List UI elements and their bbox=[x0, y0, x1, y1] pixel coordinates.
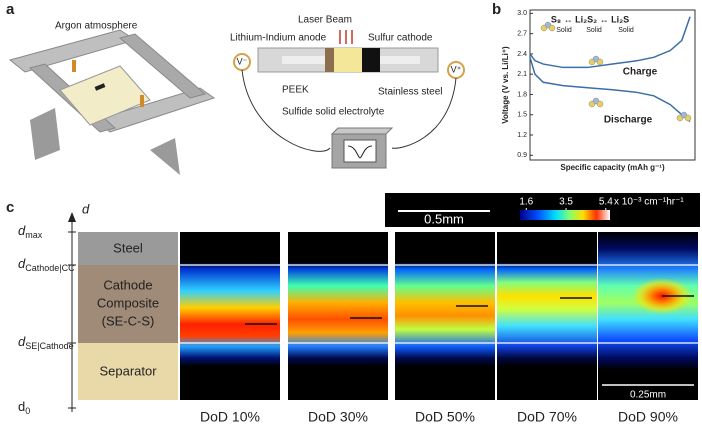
panel-label: b bbox=[492, 1, 501, 18]
layer-label: Cathode bbox=[103, 277, 152, 292]
heat-map bbox=[395, 232, 495, 400]
panel-label: a bbox=[6, 1, 15, 18]
series-line bbox=[529, 16, 691, 69]
dod-label: DoD 90% bbox=[618, 409, 678, 425]
legend-label: Discharge bbox=[604, 115, 653, 126]
annotation: V⁺ bbox=[451, 64, 462, 74]
apparatus bbox=[8, 29, 216, 175]
dod-label: DoD 50% bbox=[415, 409, 475, 425]
colorbar-tick-label: 1.6 bbox=[519, 197, 533, 208]
layer-label: Steel bbox=[113, 240, 143, 255]
depth-label: dCathode|CC bbox=[18, 256, 75, 273]
depth-symbol: d bbox=[18, 334, 26, 349]
annotation: PEEK bbox=[282, 85, 309, 96]
depth-label: d0 bbox=[18, 399, 30, 416]
depth-label: dmax bbox=[18, 223, 43, 240]
annotation: V⁻ bbox=[237, 56, 248, 66]
x-axis-label: Specific capacity (mAh g⁻¹) bbox=[560, 163, 665, 172]
phase: Solid bbox=[586, 27, 602, 34]
axis-label: d bbox=[82, 201, 90, 216]
depth-label: dSE|Cathode bbox=[18, 334, 74, 351]
layer-label: Separator bbox=[99, 363, 157, 378]
y-tick-label: 0.9 bbox=[517, 152, 527, 159]
colorbar bbox=[520, 210, 610, 220]
layer-label: (SE-C-S) bbox=[102, 313, 155, 328]
depth-symbol: d bbox=[18, 399, 25, 414]
series-line bbox=[529, 57, 691, 123]
molecule-icon bbox=[596, 58, 604, 66]
heat-map bbox=[497, 232, 597, 400]
y-tick-label: 1.2 bbox=[517, 132, 527, 139]
layer-steel bbox=[78, 232, 178, 265]
depth-subscript: SE|Cathode bbox=[25, 341, 73, 351]
panel-label: c bbox=[6, 199, 14, 216]
plot-frame bbox=[529, 9, 696, 161]
layer-separator bbox=[78, 343, 178, 400]
reaction: S₈ ↔ Li₂S₂ ↔ Li₂S bbox=[551, 14, 629, 24]
y-axis-label: Voltage (V vs. Li/Li⁺) bbox=[501, 46, 510, 124]
y-tick-label: 2.1 bbox=[517, 71, 527, 78]
scale-label: 0.5mm bbox=[424, 211, 464, 226]
y-tick-label: 3.0 bbox=[517, 10, 527, 17]
dod-label: DoD 10% bbox=[200, 409, 260, 425]
layer-label: Composite bbox=[97, 295, 159, 310]
depth-subscript: Cathode|CC bbox=[25, 263, 75, 273]
heat-map bbox=[180, 232, 280, 400]
heat-map bbox=[598, 232, 698, 400]
depth-subscript: 0 bbox=[25, 406, 30, 416]
depth-subscript: max bbox=[25, 230, 43, 240]
colorbar-tick-label: 3.5 bbox=[559, 197, 573, 208]
dod-label: DoD 30% bbox=[308, 409, 368, 425]
y-tick-label: 2.4 bbox=[517, 51, 527, 58]
depth-symbol: d bbox=[18, 256, 26, 271]
phase: Solid bbox=[556, 27, 572, 34]
colorbar-unit: x 10⁻³ cm⁻¹hr⁻¹ bbox=[614, 197, 684, 208]
annotation: Stainless steel bbox=[378, 87, 442, 98]
y-tick-label: 2.7 bbox=[517, 30, 527, 37]
phase: Solid bbox=[618, 27, 634, 34]
cell bbox=[233, 30, 465, 169]
scale-label: 0.25mm bbox=[630, 390, 666, 401]
molecule-icon bbox=[684, 114, 692, 122]
y-tick-label: 1.8 bbox=[517, 91, 527, 98]
axis-arrow bbox=[68, 212, 76, 412]
y-tick-label: 1.5 bbox=[517, 112, 527, 119]
dod-label: DoD 70% bbox=[517, 409, 577, 425]
layer-cathode bbox=[78, 265, 178, 343]
annotation: Argon atmosphere bbox=[55, 21, 138, 32]
voltage-chart: 0.9 1.2 1.5 1.8 2.1 2.4 2.7 3.0 Voltage (V vs. L… bbox=[501, 9, 696, 172]
annotation: Sulfide solid electrolyte bbox=[282, 107, 385, 118]
molecule-icon bbox=[596, 100, 604, 108]
annotation: Laser Beam bbox=[298, 15, 352, 26]
heat-map bbox=[288, 232, 388, 400]
depth-symbol: d bbox=[18, 223, 26, 238]
legend-label: Charge bbox=[623, 67, 658, 78]
annotation: Sulfur cathode bbox=[368, 33, 433, 44]
annotation: Lithium-Indium anode bbox=[230, 33, 327, 44]
colorbar-tick-label: 5.4 bbox=[599, 197, 613, 208]
molecule-icon bbox=[548, 24, 556, 32]
